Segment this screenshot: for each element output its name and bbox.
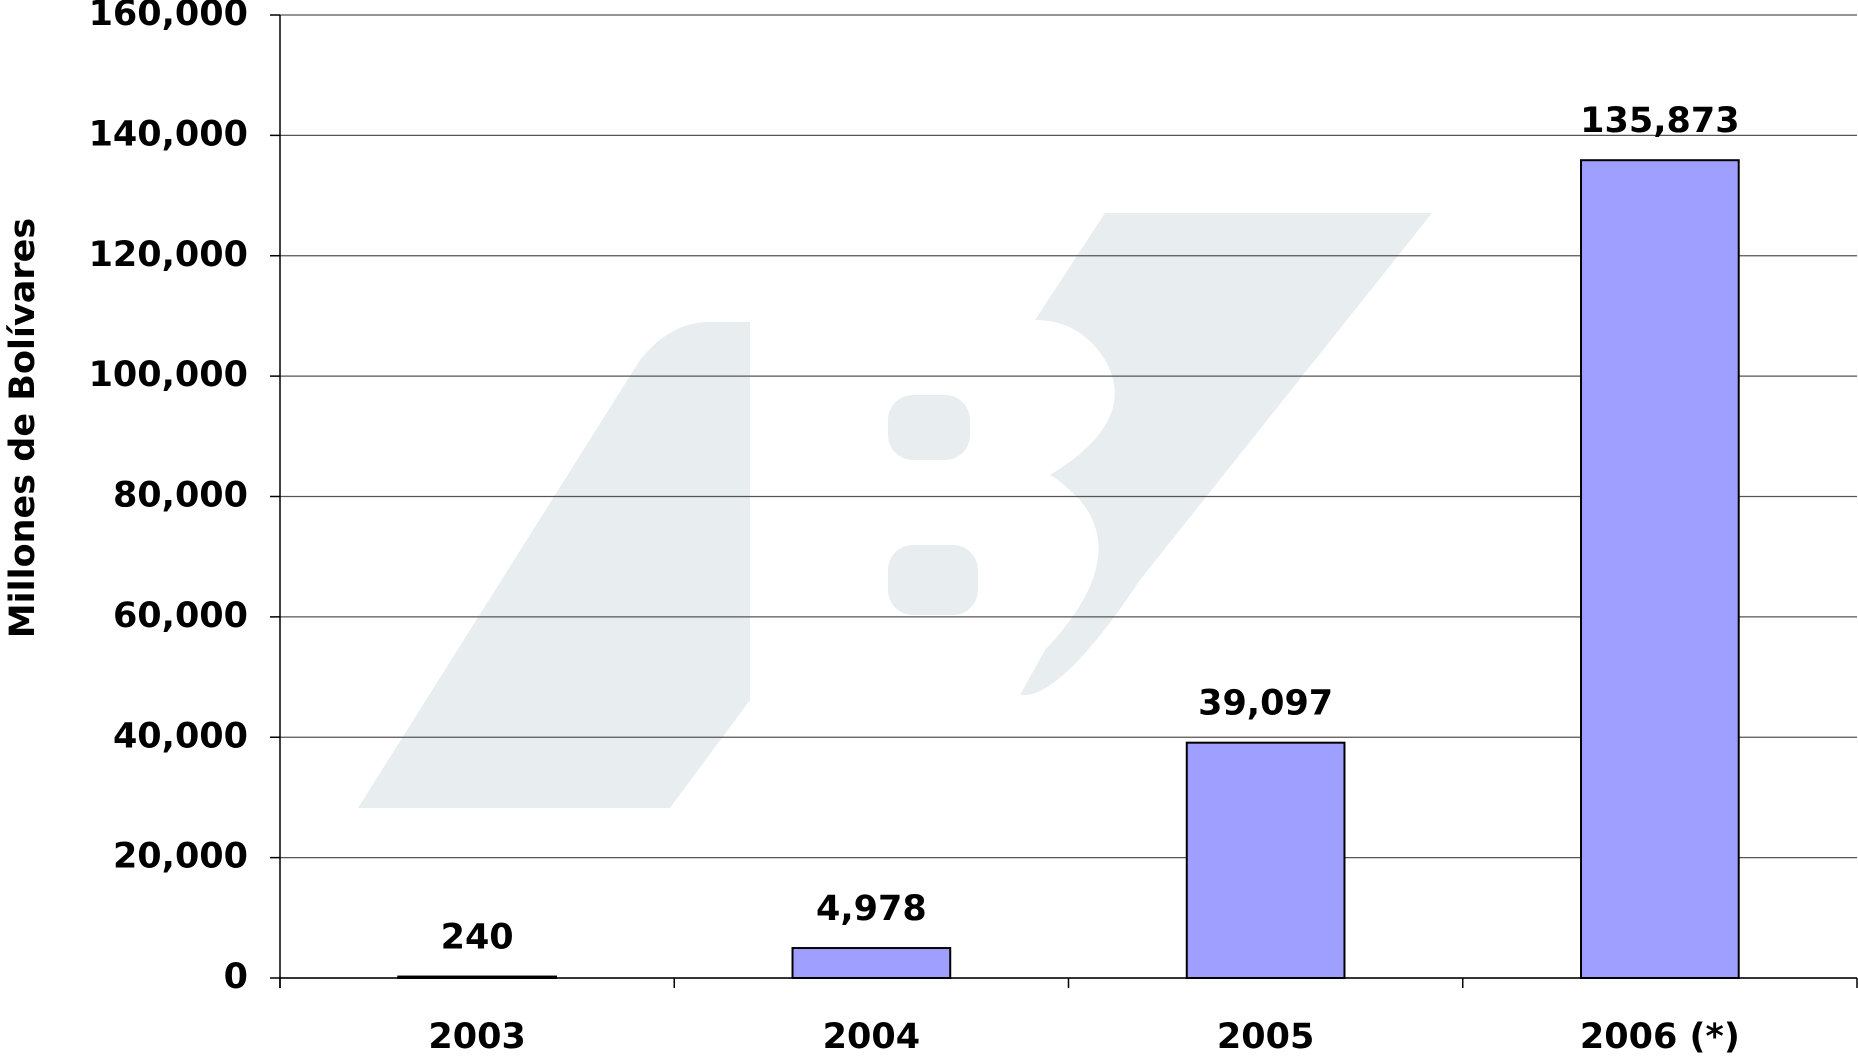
bar [397, 975, 557, 979]
watermark-shape [1020, 213, 1432, 696]
y-tick-label: 20,000 [113, 837, 248, 877]
x-tick-label: 2006 (*) [1580, 1017, 1740, 1057]
bar [1580, 159, 1740, 980]
watermark-shape [888, 545, 978, 615]
y-tick-label: 120,000 [89, 235, 248, 275]
x-tick-label: 2005 [1217, 1017, 1314, 1057]
data-label: 39,097 [1198, 684, 1333, 724]
data-label: 240 [441, 918, 514, 958]
y-tick-label: 160,000 [89, 0, 248, 34]
watermark [358, 213, 1432, 808]
y-tick-label: 60,000 [113, 596, 248, 636]
data-label: 135,873 [1580, 101, 1739, 141]
data-label: 4,978 [816, 889, 927, 929]
y-tick-label: 0 [224, 957, 248, 997]
watermark-shape [358, 322, 750, 808]
bar [791, 947, 952, 979]
bar [1185, 741, 1346, 979]
x-tick-label: 2004 [823, 1017, 920, 1057]
x-tick-label: 2003 [428, 1017, 525, 1057]
y-axis-label: Millones de Bolívares [3, 218, 43, 639]
y-tick-label: 80,000 [113, 476, 248, 516]
y-tick-label: 40,000 [113, 716, 248, 756]
watermark-shape [888, 395, 970, 460]
y-tick-label: 140,000 [89, 114, 248, 154]
y-tick-label: 100,000 [89, 355, 248, 395]
